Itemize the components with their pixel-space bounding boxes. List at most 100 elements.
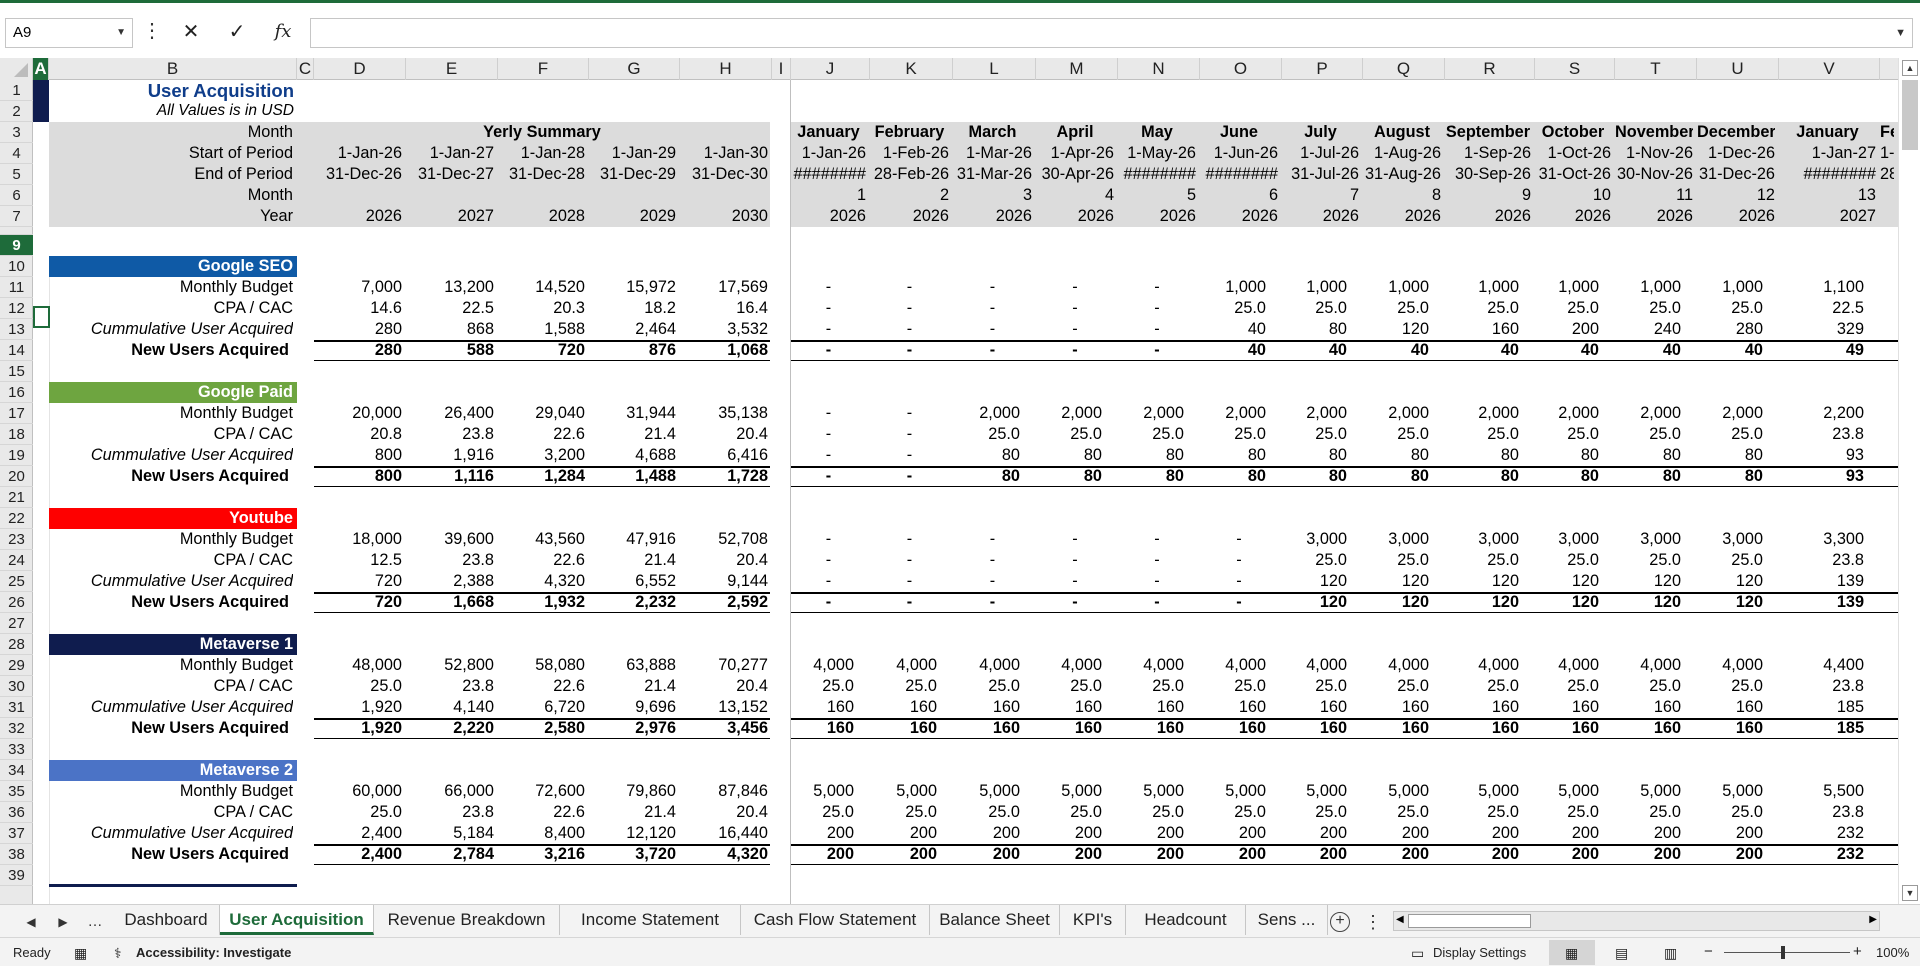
vertical-scrollbar[interactable]: ▲ ▼ [1898,58,1920,904]
row-header-11[interactable]: 11 [0,277,33,298]
accessibility-status[interactable]: Accessibility: Investigate [136,945,292,960]
row-header-37[interactable]: 37 [0,823,33,844]
formula-input[interactable]: ▼ [310,18,1913,48]
column-header-h[interactable]: H [680,58,772,80]
row-header-17[interactable]: 17 [0,403,33,424]
column-header-q[interactable]: Q [1363,58,1445,80]
insert-function-button[interactable]: fx [274,21,292,42]
zoom-level[interactable]: 100% [1876,945,1910,960]
row-header-31[interactable]: 31 [0,697,33,718]
add-sheet-icon[interactable]: + [1330,912,1350,932]
column-header-d[interactable]: D [314,58,406,80]
zoom-in-button[interactable]: + [1853,943,1862,960]
scroll-up-icon[interactable]: ▲ [1902,60,1918,76]
row-header-24[interactable]: 24 [0,550,33,571]
row-header-12[interactable]: 12 [0,298,33,319]
enter-button[interactable]: ✓ [228,21,246,43]
sheet-tab-revenue-breakdown[interactable]: Revenue Breakdown [374,905,560,935]
column-header-l[interactable]: L [953,58,1036,80]
sheet-tab-sens[interactable]: Sens ... [1246,905,1328,935]
cell-area[interactable]: User Acquisition All Values is in USD Mont… [0,58,1898,904]
zoom-slider-thumb[interactable] [1781,946,1785,959]
row-header-7[interactable]: 7 [0,206,33,227]
column-header-s[interactable]: S [1535,58,1615,80]
macro-record-icon[interactable]: ▦ [74,945,88,961]
vertical-scroll-thumb[interactable] [1902,80,1918,150]
row-header-1[interactable]: 1 [0,80,33,101]
column-header-a[interactable]: A [33,58,49,80]
column-header-b[interactable]: B [49,58,297,80]
column-header-u[interactable]: U [1697,58,1779,80]
row-header-32[interactable]: 32 [0,718,33,739]
row-header-22[interactable]: 22 [0,508,33,529]
column-header-i[interactable]: I [772,58,791,80]
page-break-preview-icon[interactable]: ▥ [1664,945,1678,961]
column-header-k[interactable]: K [870,58,953,80]
sheet-tab-headcount[interactable]: Headcount [1126,905,1246,935]
row-header-30[interactable]: 30 [0,676,33,697]
sheet-tab-dashboard[interactable]: Dashboard [113,905,220,935]
row-header-20[interactable]: 20 [0,466,33,487]
horizontal-scrollbar[interactable]: ◀ ▶ [1393,911,1880,931]
column-header-n[interactable]: N [1118,58,1200,80]
sheet-tab-balance-sheet[interactable]: Balance Sheet [930,905,1060,935]
row-header-23[interactable]: 23 [0,529,33,550]
prev-sheet-icon[interactable]: ◀ [26,915,36,929]
row-header-29[interactable]: 29 [0,655,33,676]
row-header-28[interactable]: 28 [0,634,33,655]
column-header-j[interactable]: J [791,58,870,80]
column-header-e[interactable]: E [406,58,498,80]
row-header-21[interactable]: 21 [0,487,33,508]
sheet-tab-cash-flow-statement[interactable]: Cash Flow Statement [741,905,930,935]
row-header-3[interactable]: 3 [0,122,33,143]
row-header-39[interactable]: 39 [0,865,33,886]
column-header-p[interactable]: P [1282,58,1363,80]
column-header-o[interactable]: O [1200,58,1282,80]
row-header-8[interactable] [0,227,33,235]
next-sheet-icon[interactable]: ▶ [58,915,68,929]
horizontal-scroll-thumb[interactable] [1408,914,1531,928]
column-header-f[interactable]: F [498,58,589,80]
row-header-15[interactable]: 15 [0,361,33,382]
expand-formula-icon[interactable]: ▼ [1895,27,1906,39]
row-header-26[interactable]: 26 [0,592,33,613]
row-header-19[interactable]: 19 [0,445,33,466]
row-header-6[interactable]: 6 [0,185,33,206]
scroll-right-icon[interactable]: ▶ [1869,914,1877,925]
row-header-27[interactable]: 27 [0,613,33,634]
row-header-4[interactable]: 4 [0,143,33,164]
sheet-tab-income-statement[interactable]: Income Statement [560,905,741,935]
row-header-34[interactable]: 34 [0,760,33,781]
row-header-38[interactable]: 38 [0,844,33,865]
cancel-button[interactable]: ✕ [182,21,200,43]
row-header-10[interactable]: 10 [0,256,33,277]
more-options-icon[interactable]: ⋮ [142,20,162,42]
chevron-down-icon[interactable]: ▼ [116,27,126,38]
row-header-9[interactable]: 9 [0,235,33,256]
row-header-33[interactable]: 33 [0,739,33,760]
normal-view-icon[interactable]: ▦ [1565,945,1579,961]
column-header-r[interactable]: R [1445,58,1535,80]
select-all-corner[interactable] [0,58,33,80]
name-box[interactable]: A9 ▼ [5,18,133,48]
row-header-2[interactable]: 2 [0,101,33,122]
more-sheets-icon[interactable]: … [87,913,103,930]
column-header-t[interactable]: T [1615,58,1697,80]
scroll-left-icon[interactable]: ◀ [1396,914,1404,925]
row-header-16[interactable]: 16 [0,382,33,403]
row-header-14[interactable]: 14 [0,340,33,361]
tab-options-icon[interactable]: ⋮ [1364,912,1382,932]
row-header-18[interactable]: 18 [0,424,33,445]
row-header-36[interactable]: 36 [0,802,33,823]
scroll-down-icon[interactable]: ▼ [1902,885,1918,901]
page-layout-icon[interactable]: ▤ [1615,945,1629,961]
sheet-tab-user-acquisition[interactable]: User Acquisition [220,905,374,935]
column-header-g[interactable]: G [589,58,680,80]
row-header-25[interactable]: 25 [0,571,33,592]
sheet-tab-kpi-s[interactable]: KPI's [1060,905,1126,935]
column-header-v[interactable]: V [1779,58,1880,80]
zoom-out-button[interactable]: − [1704,943,1713,960]
column-header-c[interactable]: C [297,58,314,80]
column-header-m[interactable]: M [1036,58,1118,80]
